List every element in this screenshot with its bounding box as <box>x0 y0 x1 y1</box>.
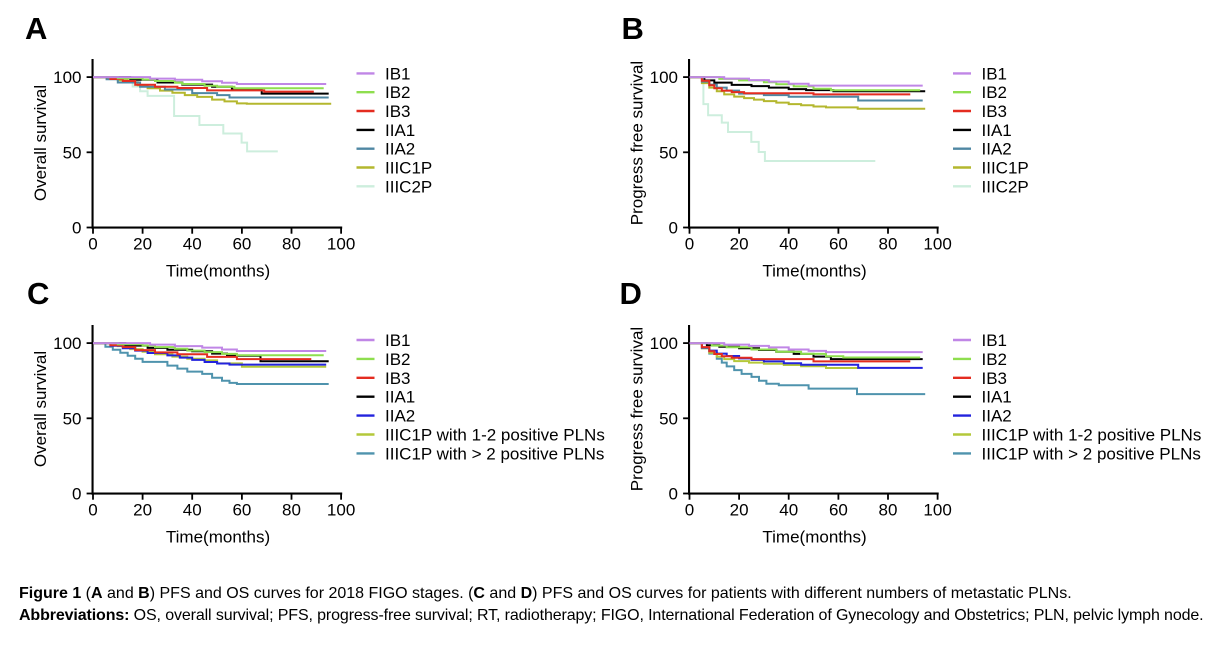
svg-text:IB2: IB2 <box>385 350 411 369</box>
svg-text:40: 40 <box>779 235 798 254</box>
svg-text:IIIC1P with 1-2 positive PLNs: IIIC1P with 1-2 positive PLNs <box>982 426 1202 445</box>
svg-text:40: 40 <box>779 501 798 520</box>
svg-text:IB3: IB3 <box>385 102 411 121</box>
svg-text:IIA2: IIA2 <box>982 140 1012 159</box>
svg-text:IB1: IB1 <box>385 64 411 83</box>
svg-text:Time(months): Time(months) <box>762 262 866 281</box>
svg-text:80: 80 <box>282 501 301 520</box>
svg-text:IB3: IB3 <box>982 102 1008 121</box>
svg-text:IB2: IB2 <box>982 350 1008 369</box>
svg-text:0: 0 <box>88 501 97 520</box>
svg-text:0: 0 <box>685 235 694 254</box>
svg-text:100: 100 <box>327 235 355 254</box>
svg-text:IIIC1P: IIIC1P <box>385 159 432 178</box>
svg-text:B: B <box>622 11 644 46</box>
svg-text:Overall survival: Overall survival <box>31 85 50 201</box>
svg-text:20: 20 <box>730 501 749 520</box>
svg-text:0: 0 <box>72 485 81 504</box>
svg-text:IIA1: IIA1 <box>982 388 1012 407</box>
svg-text:50: 50 <box>659 409 678 428</box>
svg-text:100: 100 <box>327 501 355 520</box>
svg-text:50: 50 <box>63 409 82 428</box>
svg-text:Time(months): Time(months) <box>762 528 866 547</box>
svg-text:100: 100 <box>923 235 951 254</box>
svg-text:IIA2: IIA2 <box>385 407 415 426</box>
svg-text:IB3: IB3 <box>982 369 1008 388</box>
svg-text:60: 60 <box>232 501 251 520</box>
svg-text:80: 80 <box>282 235 301 254</box>
svg-text:IIA1: IIA1 <box>385 121 415 140</box>
svg-text:0: 0 <box>88 235 97 254</box>
svg-text:0: 0 <box>669 219 678 238</box>
svg-text:IIA1: IIA1 <box>385 388 415 407</box>
svg-text:0: 0 <box>669 485 678 504</box>
svg-text:Time(months): Time(months) <box>166 528 270 547</box>
svg-text:20: 20 <box>133 235 152 254</box>
svg-text:IIA2: IIA2 <box>982 407 1012 426</box>
svg-text:0: 0 <box>685 501 694 520</box>
svg-text:IIIC1P with > 2 positive PLNs: IIIC1P with > 2 positive PLNs <box>982 444 1201 463</box>
svg-text:100: 100 <box>650 334 678 353</box>
svg-text:IIIC2P: IIIC2P <box>385 177 432 196</box>
svg-text:Progress free survival: Progress free survival <box>628 61 647 225</box>
svg-text:100: 100 <box>53 68 81 87</box>
svg-text:60: 60 <box>829 501 848 520</box>
svg-text:Overall survival: Overall survival <box>31 351 50 467</box>
svg-text:IIIC2P: IIIC2P <box>982 177 1029 196</box>
svg-text:Abbreviations: OS, overall sur: Abbreviations: OS, overall survival; PFS… <box>19 607 1204 624</box>
svg-text:60: 60 <box>829 235 848 254</box>
svg-text:80: 80 <box>879 501 898 520</box>
svg-text:50: 50 <box>659 143 678 162</box>
svg-text:Time(months): Time(months) <box>166 262 270 281</box>
svg-text:IB1: IB1 <box>385 331 411 350</box>
svg-text:IB2: IB2 <box>385 83 411 102</box>
svg-text:Figure 1 (A and B) PFS and OS: Figure 1 (A and B) PFS and OS curves for… <box>19 585 1072 602</box>
svg-text:0: 0 <box>72 219 81 238</box>
svg-text:100: 100 <box>53 334 81 353</box>
svg-text:60: 60 <box>232 235 251 254</box>
svg-text:IIIC1P with > 2 positive PLNs: IIIC1P with > 2 positive PLNs <box>385 444 604 463</box>
svg-text:IIA1: IIA1 <box>982 121 1012 140</box>
svg-text:IB1: IB1 <box>982 64 1008 83</box>
svg-text:C: C <box>27 276 49 311</box>
svg-text:80: 80 <box>879 235 898 254</box>
svg-text:IIA2: IIA2 <box>385 140 415 159</box>
svg-text:D: D <box>620 276 642 311</box>
svg-text:20: 20 <box>133 501 152 520</box>
svg-text:IB2: IB2 <box>982 83 1008 102</box>
svg-text:50: 50 <box>63 143 82 162</box>
svg-text:IIIC1P: IIIC1P <box>982 159 1029 178</box>
svg-text:Progress free survival: Progress free survival <box>628 327 647 491</box>
svg-text:100: 100 <box>650 68 678 87</box>
svg-text:IB3: IB3 <box>385 369 411 388</box>
svg-text:40: 40 <box>183 235 202 254</box>
svg-text:40: 40 <box>183 501 202 520</box>
svg-text:IIIC1P with 1-2 positive PLNs: IIIC1P with 1-2 positive PLNs <box>385 426 605 445</box>
svg-text:20: 20 <box>730 235 749 254</box>
svg-text:A: A <box>25 11 47 46</box>
svg-text:IB1: IB1 <box>982 331 1008 350</box>
svg-text:100: 100 <box>923 501 951 520</box>
